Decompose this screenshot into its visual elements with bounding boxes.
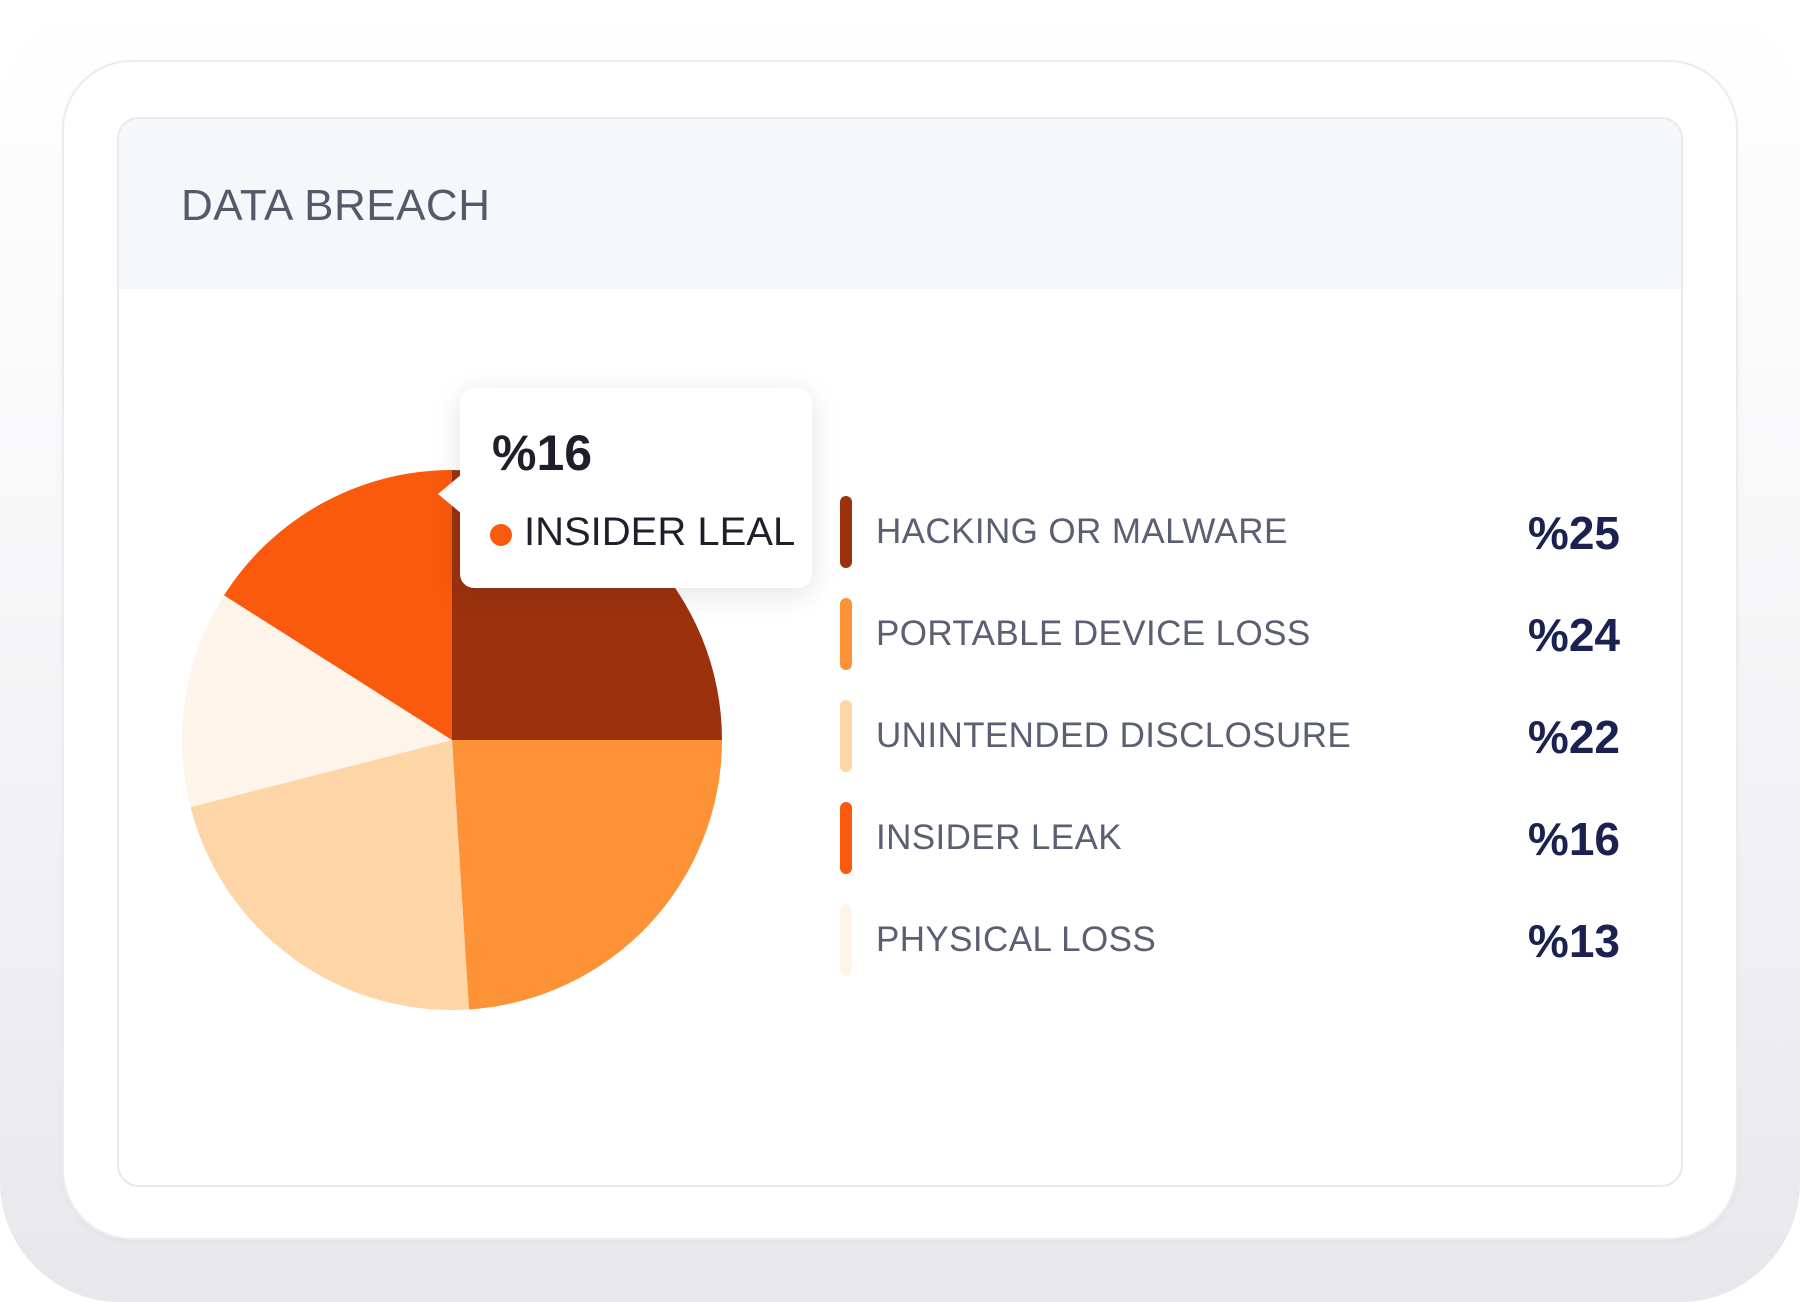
tooltip-color-dot — [490, 524, 512, 546]
legend-value: %16 — [1527, 813, 1620, 865]
pie-slice-physical-loss[interactable] — [182, 595, 452, 808]
pie-slice-unintended-disclosure[interactable] — [190, 740, 469, 1010]
pie-slice-insider-leak[interactable] — [224, 470, 452, 740]
legend-label: UNINTENDED DISCLOSURE — [876, 716, 1352, 755]
legend-label: INSIDER LEAK — [876, 818, 1122, 857]
legend-item[interactable]: UNINTENDED DISCLOSURE %22 — [840, 700, 1620, 772]
legend-item[interactable]: INSIDER LEAK %16 — [840, 802, 1620, 874]
legend-value: %13 — [1527, 915, 1620, 967]
legend-label: PORTABLE DEVICE LOSS — [876, 614, 1311, 653]
legend-color-bar — [840, 802, 852, 874]
tooltip-pointer — [438, 474, 462, 514]
legend-item[interactable]: PORTABLE DEVICE LOSS %24 — [840, 598, 1620, 670]
legend-label: HACKING OR MALWARE — [876, 512, 1288, 551]
legend-color-bar — [840, 598, 852, 670]
card-header: DATA BREACH — [119, 119, 1681, 289]
tooltip-value: %16 — [492, 425, 593, 481]
legend-value: %22 — [1527, 711, 1620, 763]
legend-item[interactable]: PHYSICAL LOSS %13 — [840, 904, 1620, 976]
legend-color-bar — [840, 904, 852, 976]
card-title: DATA BREACH — [181, 181, 491, 230]
legend-color-bar — [840, 496, 852, 568]
pie-tooltip: %16 INSIDER LEAL — [438, 388, 812, 588]
tooltip-label: INSIDER LEAL — [524, 510, 796, 554]
legend-label: PHYSICAL LOSS — [876, 920, 1157, 959]
legend-value: %24 — [1527, 609, 1620, 661]
legend-item[interactable]: HACKING OR MALWARE %25 — [840, 496, 1620, 568]
pie-slice-portable-device-loss[interactable] — [452, 740, 722, 1010]
data-breach-card: DATA BREACH — [117, 117, 1683, 1187]
legend-color-bar — [840, 700, 852, 772]
legend-value: %25 — [1527, 507, 1620, 559]
